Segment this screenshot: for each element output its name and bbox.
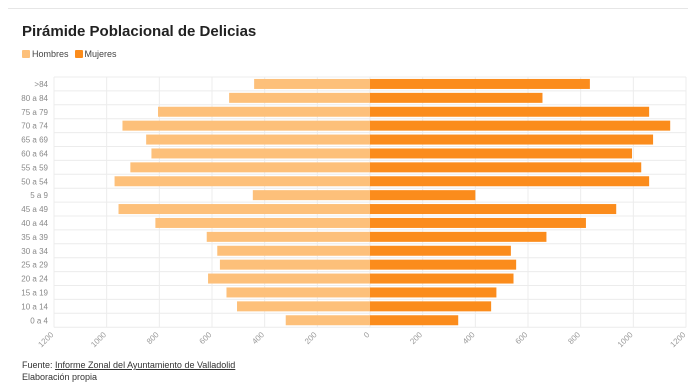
chart-card: Pirámide Poblacional de Delicias Hombres… [8,8,688,387]
bar-mujeres [370,301,492,312]
bar-hombres [217,245,370,256]
category-label: 45 a 49 [21,205,48,214]
bar-hombres [130,162,370,173]
legend-item-mujeres[interactable]: Mujeres [74,49,117,59]
category-label: 65 a 69 [21,136,48,145]
category-label: 30 a 34 [21,247,48,256]
bar-hombres [208,273,370,284]
x-tick-label: 800 [566,330,582,346]
bar-mujeres [370,162,642,173]
bar-hombres [206,231,370,242]
x-tick-label: 1200 [668,330,687,349]
bar-mujeres [370,92,543,103]
bar-mujeres [370,148,633,159]
bar-hombres [114,176,370,187]
x-tick-label: 1000 [616,330,635,349]
x-tick-label: 0 [362,330,372,340]
bar-hombres [229,92,370,103]
legend-label-mujeres: Mujeres [84,49,117,59]
bar-hombres [237,301,370,312]
source-link[interactable]: Informe Zonal del Ayuntamiento de Vallad… [55,360,236,370]
x-tick-label: 600 [514,330,530,346]
bar-mujeres [370,120,671,131]
bar-hombres [146,134,370,145]
bar-hombres [118,204,371,215]
x-tick-label: 400 [461,330,477,346]
source-prefix: Fuente: [22,360,56,370]
category-label: >84 [34,80,48,89]
category-label: 15 a 19 [21,288,48,297]
bar-hombres [122,120,370,131]
legend-swatch-mujeres [74,50,83,58]
bar-mujeres [370,134,654,145]
population-pyramid-chart: >84 80 a 84 75 a 79 70 a 74 65 a 69 60 a 64 55… [21,76,688,349]
x-tick-label: 200 [408,330,424,346]
x-tick-label: 1000 [89,330,108,349]
bar-mujeres [370,231,547,242]
category-label: 0 a 4 [30,316,48,325]
category-label: 50 a 54 [21,177,48,186]
legend-swatch-hombres [22,50,30,58]
category-label: 80 a 84 [21,94,48,103]
legend-label-hombres: Hombres [32,49,69,59]
category-label: 10 a 14 [21,302,48,311]
bar-hombres [285,315,370,326]
bar-hombres [158,106,370,117]
bar-mujeres [370,287,497,298]
category-label: 60 a 64 [21,149,48,158]
footer: Fuente: Informe Zonal del Ayuntamiento d… [22,359,235,383]
bar-mujeres [370,217,586,228]
x-tick-label: 800 [145,330,161,346]
bar-mujeres [370,190,476,201]
category-label: 75 a 79 [21,108,48,117]
bar-hombres [151,148,370,159]
category-label: 35 a 39 [21,233,48,242]
category-label: 55 a 59 [21,163,48,172]
category-label: 70 a 74 [21,122,48,131]
bar-mujeres [370,315,459,326]
bar-mujeres [370,176,650,187]
x-tick-label: 400 [250,330,266,346]
x-tick-label: 200 [303,330,319,346]
x-tick-label: 1200 [36,330,55,349]
bar-hombres [252,190,370,201]
footer-note: Elaboración propia [22,372,98,382]
category-label: 5 a 9 [30,191,48,200]
bar-mujeres [370,106,650,117]
bar-mujeres [370,273,514,284]
bar-hombres [155,217,370,228]
category-label: 40 a 44 [21,219,48,228]
x-tick-label: 600 [198,330,214,346]
bar-hombres [226,287,370,298]
chart-title: Pirámide Poblacional de Delicias [22,23,257,40]
legend-item-hombres[interactable]: Hombres [22,49,69,59]
source-line: Fuente: Informe Zonal del Ayuntamiento d… [22,359,235,371]
legend: Hombres Mujeres [22,49,123,59]
bar-mujeres [370,204,617,215]
bar-hombres [254,78,370,89]
category-label: 25 a 29 [21,261,48,270]
category-label: 20 a 24 [21,275,48,284]
bar-mujeres [370,245,511,256]
bar-hombres [219,259,370,270]
bar-mujeres [370,78,590,89]
bar-mujeres [370,259,517,270]
